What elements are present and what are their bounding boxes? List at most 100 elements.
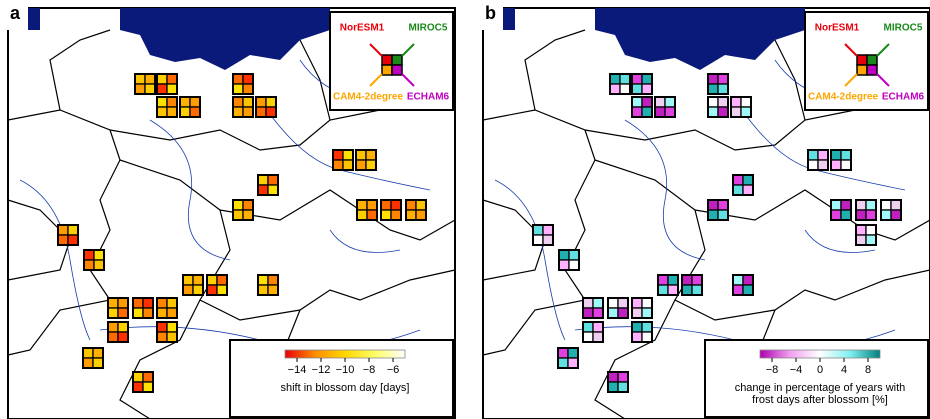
- site-frame: [732, 274, 754, 296]
- site-cell: [657, 274, 669, 286]
- site-cell: [107, 297, 119, 309]
- site-cell: [332, 149, 344, 161]
- site-cell: [132, 307, 144, 319]
- grid-site: [657, 274, 679, 296]
- site-cell: [732, 184, 744, 196]
- site-frame: [232, 73, 254, 95]
- site-cell: [567, 347, 579, 359]
- site-cell: [840, 209, 852, 221]
- site-cell: [156, 83, 168, 95]
- label-bg: [0, 0, 28, 30]
- inset-cell: [856, 64, 868, 76]
- site-frame: [405, 199, 427, 221]
- site-cell: [192, 284, 204, 296]
- site-frame: [156, 321, 178, 343]
- inset-cell: [391, 64, 403, 76]
- site-cell: [166, 106, 178, 118]
- grid-site: [582, 321, 604, 343]
- grid-site: [880, 199, 902, 221]
- inset-arrow: [844, 43, 858, 57]
- site-frame: [232, 96, 254, 118]
- grid-site: [732, 174, 754, 196]
- site-cell: [365, 159, 377, 171]
- site-cell: [558, 249, 570, 261]
- site-cell: [342, 159, 354, 171]
- sea: [120, 8, 330, 70]
- site-cell: [667, 274, 679, 286]
- site-cell: [265, 106, 277, 118]
- site-cell: [681, 274, 693, 286]
- site-cell: [592, 331, 604, 343]
- site-cell: [134, 73, 146, 85]
- site-cell: [342, 149, 354, 161]
- inset-arrow: [401, 73, 415, 87]
- label-bg: [475, 0, 503, 30]
- site-frame: [107, 321, 129, 343]
- site-frame: [830, 149, 852, 171]
- river: [624, 119, 706, 261]
- site-cell: [830, 199, 842, 211]
- site-cell: [717, 83, 729, 95]
- site-cell: [691, 284, 703, 296]
- grid-site: [182, 274, 204, 296]
- river: [149, 119, 231, 261]
- site-frame: [83, 249, 105, 271]
- site-cell: [232, 106, 244, 118]
- site-cell: [742, 284, 754, 296]
- inset-arrow: [844, 73, 858, 87]
- site-frame: [631, 321, 653, 343]
- site-cell: [807, 159, 819, 171]
- site-cell: [356, 199, 368, 211]
- inset-label: MIROC5: [409, 23, 448, 34]
- site-cell: [134, 83, 146, 95]
- site-frame: [607, 371, 629, 393]
- site-cell: [717, 73, 729, 85]
- site-frame: [257, 274, 279, 296]
- grid-site: [631, 297, 653, 319]
- site-cell: [740, 96, 752, 108]
- site-cell: [332, 159, 344, 171]
- site-cell: [532, 224, 544, 236]
- site-cell: [641, 307, 653, 319]
- site-cell: [607, 371, 619, 383]
- site-cell: [717, 199, 729, 211]
- site-cell: [142, 381, 154, 393]
- site-cell: [830, 209, 842, 221]
- site-cell: [568, 249, 580, 261]
- site-cell: [582, 331, 594, 343]
- site-cell: [617, 307, 629, 319]
- site-cell: [707, 106, 719, 118]
- site-cell: [740, 106, 752, 118]
- grid-site: [255, 96, 277, 118]
- panel-label: b: [485, 3, 496, 23]
- site-cell: [206, 274, 218, 286]
- inset-label: CAM4-2degree: [333, 92, 403, 103]
- site-cell: [807, 149, 819, 161]
- site-cell: [567, 357, 579, 369]
- site-cell: [558, 259, 570, 271]
- site-cell: [192, 274, 204, 286]
- grid-site: [107, 297, 129, 319]
- site-frame: [582, 297, 604, 319]
- site-cell: [717, 106, 729, 118]
- site-cell: [57, 234, 69, 246]
- site-cell: [156, 331, 168, 343]
- site-cell: [631, 297, 643, 309]
- grid-site: [830, 199, 852, 221]
- site-cell: [355, 149, 367, 161]
- grid-site: [257, 274, 279, 296]
- site-frame: [707, 199, 729, 221]
- border: [594, 159, 930, 321]
- site-cell: [242, 96, 254, 108]
- site-cell: [390, 209, 402, 221]
- grid-site: [156, 297, 178, 319]
- colorbar: [284, 349, 406, 359]
- colorbar: [759, 349, 881, 359]
- site-cell: [641, 297, 653, 309]
- site-cell: [189, 96, 201, 108]
- grid-site: [232, 73, 254, 95]
- colorbar-tick-label: −10: [336, 364, 355, 376]
- inset-cell: [866, 54, 878, 66]
- site-frame: [332, 149, 354, 171]
- inset-cell: [381, 54, 393, 66]
